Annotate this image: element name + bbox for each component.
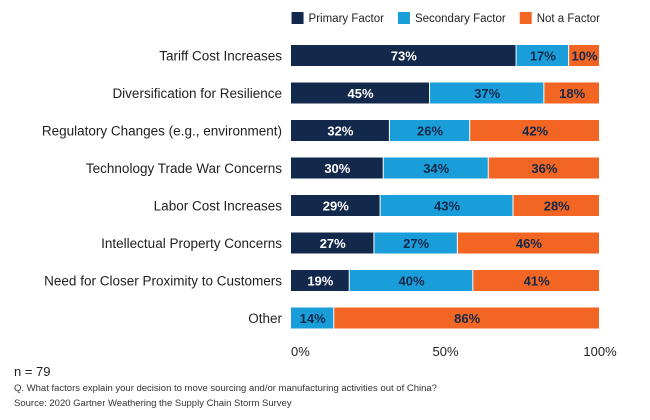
bar-segment	[291, 45, 516, 66]
bar-segment	[569, 45, 599, 66]
bar-value-label: 29%	[323, 199, 349, 214]
legend-swatch	[519, 12, 532, 24]
bar-value-label: 30%	[324, 161, 350, 176]
bar-value-label: 45%	[348, 86, 374, 101]
bar-value-label: 19%	[307, 274, 333, 289]
bar-segment	[291, 270, 349, 291]
legend-swatch	[291, 12, 304, 24]
bar-segment	[430, 82, 544, 104]
x-tick-label: 100%	[583, 344, 617, 359]
bar-value-label: 41%	[524, 274, 550, 289]
bar-segment	[470, 120, 599, 141]
bar-segment	[544, 82, 599, 104]
legend-label: Secondary Factor	[415, 13, 506, 25]
bar-value-label: 26%	[417, 124, 443, 139]
bar-value-label: 37%	[474, 86, 500, 101]
bar-value-label: 40%	[398, 274, 424, 289]
bar-segment	[488, 157, 599, 179]
bar-value-label: 27%	[403, 236, 429, 251]
bar-value-label: 73%	[391, 49, 417, 64]
survey-question: Q. What factors explain your decision to…	[14, 383, 437, 394]
bar-segment	[291, 120, 389, 141]
bar-value-label: 14%	[300, 311, 326, 326]
bar-segment	[291, 157, 383, 179]
bar-segment	[291, 82, 430, 104]
bar-segment	[383, 157, 488, 179]
bar-value-label: 18%	[559, 86, 585, 101]
category-label: Need for Closer Proximity to Customers	[44, 274, 282, 289]
bar-value-label: 36%	[531, 161, 557, 176]
bar-segment	[291, 195, 380, 216]
bar-value-label: 46%	[516, 236, 542, 251]
x-tick-label: 0%	[291, 344, 310, 359]
stacked-bar-chart: Not a Factor Secondary Factor Primary Fact…	[42, 12, 617, 359]
legend-label: Not a Factor	[537, 13, 600, 25]
bar-value-label: 32%	[327, 124, 353, 139]
bar-segment	[374, 232, 457, 254]
bar-value-label: 34%	[423, 161, 449, 176]
bar-segment	[513, 195, 599, 216]
source-note: Source: 2020 Gartner Weathering the Supp…	[14, 398, 292, 409]
category-label: Other	[248, 311, 282, 326]
category-label: Regulatory Changes (e.g., environment)	[42, 124, 282, 139]
legend-swatch	[397, 12, 410, 24]
bar-value-label: 86%	[454, 311, 480, 326]
x-tick-label: 50%	[432, 344, 458, 359]
bar-segment	[516, 45, 569, 66]
legend-label: Primary Factor	[309, 13, 385, 25]
bar-segment	[389, 120, 470, 141]
bar-value-label: 43%	[434, 199, 460, 214]
category-label: Technology Trade War Concerns	[86, 161, 282, 176]
category-label: Intellectual Property Concerns	[101, 236, 282, 251]
category-label: Tariff Cost Increases	[159, 49, 282, 64]
category-label: Diversification for Resilience	[112, 86, 282, 101]
bar-segment	[473, 270, 599, 291]
bar-value-label: 27%	[320, 236, 346, 251]
bar-segment	[291, 232, 374, 254]
bar-segment	[457, 232, 599, 254]
sample-size: n = 79	[14, 364, 51, 379]
bar-segment	[380, 195, 513, 216]
bar-value-label: 42%	[522, 124, 548, 139]
bar-value-label: 28%	[544, 199, 570, 214]
bar-segment	[349, 270, 473, 291]
bar-segment	[291, 307, 334, 329]
bar-segment	[334, 307, 599, 329]
category-label: Labor Cost Increases	[154, 199, 283, 214]
bar-value-label: 17%	[530, 49, 556, 64]
bar-value-label: 10%	[572, 49, 598, 64]
